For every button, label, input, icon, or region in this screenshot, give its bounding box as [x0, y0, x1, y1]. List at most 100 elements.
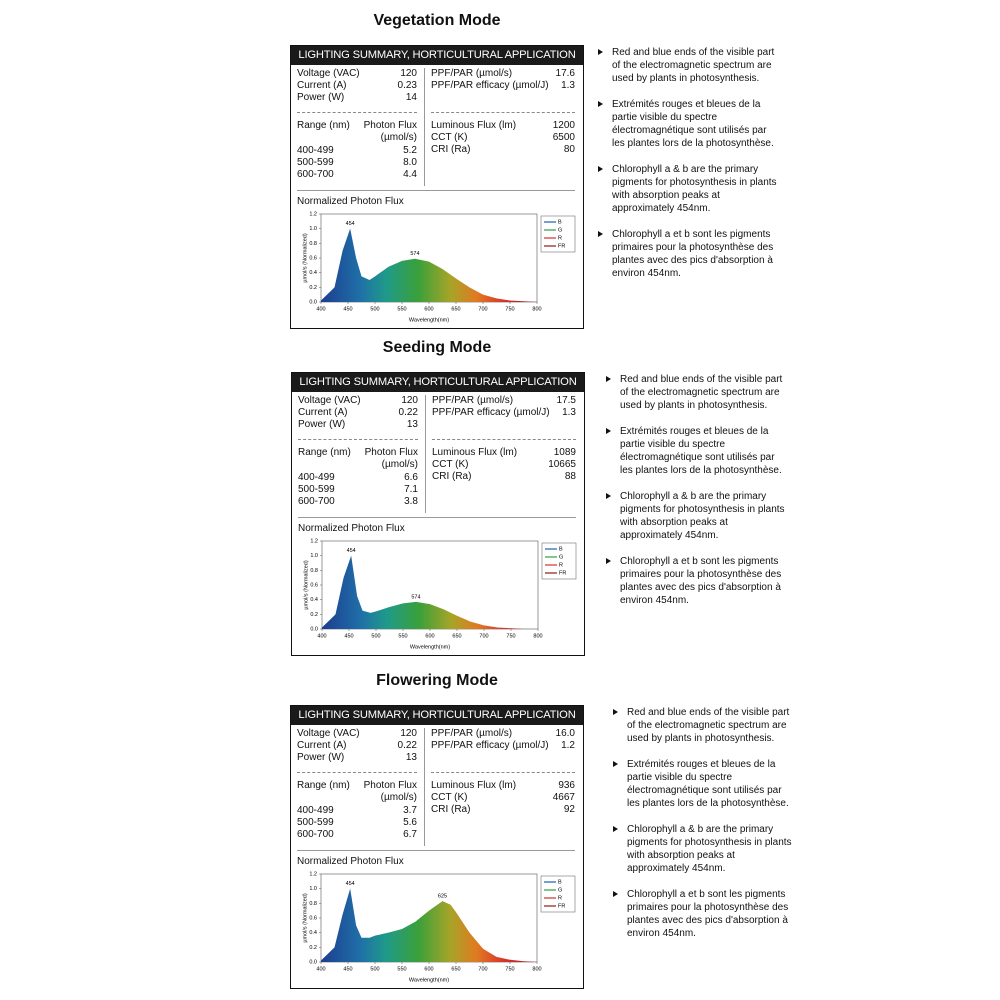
x-tick-label: 650	[452, 633, 461, 639]
x-tick-label: 700	[478, 306, 487, 312]
y-tick-label: 0.4	[309, 930, 317, 936]
flux-unit: (µmol/s)	[380, 132, 417, 143]
legend-label: R	[559, 562, 563, 568]
y-tick-label: 1.0	[309, 226, 317, 232]
row-label: PPF/PAR (µmol/s)	[432, 395, 514, 406]
flux-unit: (µmol/s)	[381, 459, 418, 470]
row-label: 600-700	[298, 496, 335, 507]
y-tick-label: 0.2	[310, 612, 318, 618]
bullet: Extrémités rouges et bleues de la partie…	[613, 758, 797, 810]
row-value: 8.0	[403, 157, 417, 168]
row-value: 1.3	[561, 80, 575, 91]
bullet: Chlorophyll a et b sont les pigments pri…	[606, 555, 790, 607]
legend-label: B	[558, 219, 562, 225]
row-label: CRI (Ra)	[432, 471, 472, 482]
summary-header: LIGHTING SUMMARY, HORTICULTURAL APPLICAT…	[292, 373, 584, 392]
row-value: 0.23	[397, 80, 417, 91]
x-tick-label: 600	[424, 306, 433, 312]
legend-label: B	[559, 546, 563, 552]
range-header: Range (nm)	[297, 780, 350, 791]
bullet: Chlorophyll a & b are the primary pigmen…	[613, 823, 797, 875]
row-value: 0.22	[397, 740, 417, 751]
section-title: Flowering Mode	[376, 672, 498, 689]
x-tick-label: 550	[397, 306, 406, 312]
row-value: 120	[400, 68, 417, 79]
spectrum-area	[321, 888, 537, 962]
bullet: Extrémités rouges et bleues de la partie…	[598, 98, 782, 150]
row-value: 0.22	[398, 407, 418, 418]
range-header: Range (nm)	[298, 447, 351, 458]
legend-label: FR	[558, 243, 565, 249]
row-label: PPF/PAR (µmol/s)	[431, 728, 513, 739]
row-value: 120	[401, 395, 418, 406]
y-tick-label: 1.0	[310, 553, 318, 559]
row-label: Power (W)	[297, 752, 345, 763]
row-label: 500-599	[298, 484, 335, 495]
x-tick-label: 500	[370, 966, 379, 972]
x-tick-label: 700	[478, 966, 487, 972]
bullet: Red and blue ends of the visible part of…	[613, 706, 797, 745]
y-axis-label: µmol/s (Normalized)	[303, 560, 309, 609]
x-tick-label: 500	[371, 633, 380, 639]
row-value: 6.6	[404, 472, 418, 483]
row-value: 10665	[548, 459, 576, 470]
legend-label: G	[559, 554, 563, 560]
row-value: 16.0	[555, 728, 575, 739]
row-label: PPF/PAR efficacy (µmol/J)	[431, 80, 549, 91]
x-tick-label: 800	[532, 306, 541, 312]
row-label: Voltage (VAC)	[297, 68, 360, 79]
row-value: 17.5	[556, 395, 576, 406]
row-value: 6500	[552, 132, 575, 143]
x-tick-label: 400	[316, 966, 325, 972]
row-label: Luminous Flux (lm)	[431, 780, 517, 791]
summary-header: LIGHTING SUMMARY, HORTICULTURAL APPLICAT…	[291, 706, 583, 725]
chart-title: Normalized Photon Flux	[298, 523, 405, 534]
bullet-list: Red and blue ends of the visible part of…	[606, 373, 790, 620]
peak-label: 454	[346, 221, 355, 227]
row-value: 120	[400, 728, 417, 739]
row-label: CCT (K)	[431, 132, 468, 143]
section-title: Seeding Mode	[382, 339, 492, 356]
legend-label: FR	[558, 903, 565, 909]
x-tick-label: 650	[451, 306, 460, 312]
row-label: 500-599	[297, 817, 334, 828]
bullet-list: Red and blue ends of the visible part of…	[613, 706, 797, 953]
row-value: 14	[405, 92, 417, 103]
peak-label: 454	[347, 548, 356, 554]
x-tick-label: 750	[506, 633, 515, 639]
row-value: 17.6	[555, 68, 575, 79]
peak-label: 574	[410, 251, 419, 257]
row-label: 500-599	[297, 157, 334, 168]
row-label: Current (A)	[297, 80, 347, 91]
row-value: 3.7	[403, 805, 417, 816]
y-tick-label: 1.2	[309, 871, 317, 877]
chart-title: Normalized Photon Flux	[297, 196, 404, 207]
row-label: 400-499	[297, 805, 334, 816]
flux-header: Photon Flux	[363, 780, 417, 791]
y-tick-label: 0.8	[309, 901, 317, 907]
y-tick-label: 1.2	[309, 211, 317, 217]
spectrum-area	[322, 555, 538, 629]
divider	[297, 190, 575, 191]
legend-label: G	[558, 887, 562, 893]
y-tick-label: 0.8	[310, 568, 318, 574]
y-tick-label: 0.0	[309, 299, 317, 305]
y-tick-label: 0.2	[309, 285, 317, 291]
row-label: Power (W)	[298, 419, 346, 430]
divider	[425, 395, 426, 513]
chart: 0.0 0.2 0.4 0.6 0.8 1.0 1.2 400 450 500 550 600 650 7…	[303, 538, 577, 650]
x-tick-label: 550	[398, 633, 407, 639]
y-tick-label: 0.6	[309, 255, 317, 261]
row-label: CCT (K)	[431, 792, 468, 803]
row-label: Current (A)	[297, 740, 347, 751]
x-axis-label: Wavelength(nm)	[410, 644, 450, 650]
row-value: 80	[563, 144, 575, 155]
range-header: Range (nm)	[297, 120, 350, 131]
summary-box: LIGHTING SUMMARY, HORTICULTURAL APPLICAT…	[290, 45, 584, 329]
x-tick-label: 700	[479, 633, 488, 639]
row-value: 88	[564, 471, 576, 482]
row-label: 600-700	[297, 829, 334, 840]
legend-label: G	[558, 227, 562, 233]
x-tick-label: 650	[451, 966, 460, 972]
